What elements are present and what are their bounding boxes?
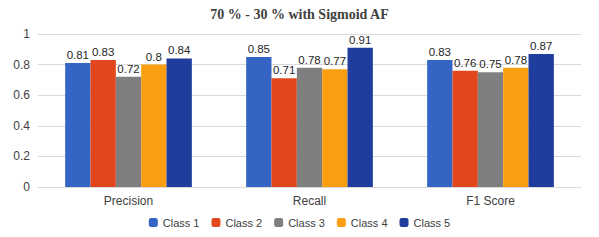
svg-text:0.83: 0.83 xyxy=(429,46,451,58)
svg-text:0.4: 0.4 xyxy=(13,119,30,133)
svg-text:0.8: 0.8 xyxy=(146,51,162,63)
svg-text:0.87: 0.87 xyxy=(530,40,552,52)
svg-text:Class 4: Class 4 xyxy=(351,217,388,229)
svg-text:0.76: 0.76 xyxy=(454,57,476,69)
svg-text:0.84: 0.84 xyxy=(168,44,191,56)
svg-text:Class 3: Class 3 xyxy=(288,217,325,229)
svg-text:0.8: 0.8 xyxy=(13,58,30,72)
svg-text:0.85: 0.85 xyxy=(248,43,270,55)
svg-text:0.91: 0.91 xyxy=(349,34,371,46)
svg-text:0.78: 0.78 xyxy=(298,54,320,66)
svg-text:0: 0 xyxy=(23,180,30,194)
svg-text:70 % - 30 % with Sigmoid AF: 70 % - 30 % with Sigmoid AF xyxy=(210,7,389,22)
svg-text:Class 5: Class 5 xyxy=(414,217,451,229)
svg-text:0.72: 0.72 xyxy=(117,63,139,75)
svg-text:0.2: 0.2 xyxy=(13,149,30,163)
svg-text:Recall: Recall xyxy=(293,194,326,208)
svg-text:Class 1: Class 1 xyxy=(163,217,200,229)
svg-text:F1 Score: F1 Score xyxy=(466,194,515,208)
svg-text:0.6: 0.6 xyxy=(13,88,30,102)
svg-text:1: 1 xyxy=(23,27,30,41)
svg-text:0.75: 0.75 xyxy=(479,58,501,70)
svg-text:0.71: 0.71 xyxy=(273,64,295,76)
svg-text:0.83: 0.83 xyxy=(92,46,114,58)
svg-text:Precision: Precision xyxy=(104,194,153,208)
svg-text:0.77: 0.77 xyxy=(324,55,346,67)
svg-text:0.81: 0.81 xyxy=(67,49,89,61)
svg-text:0.78: 0.78 xyxy=(505,54,527,66)
svg-text:Class 2: Class 2 xyxy=(225,217,262,229)
